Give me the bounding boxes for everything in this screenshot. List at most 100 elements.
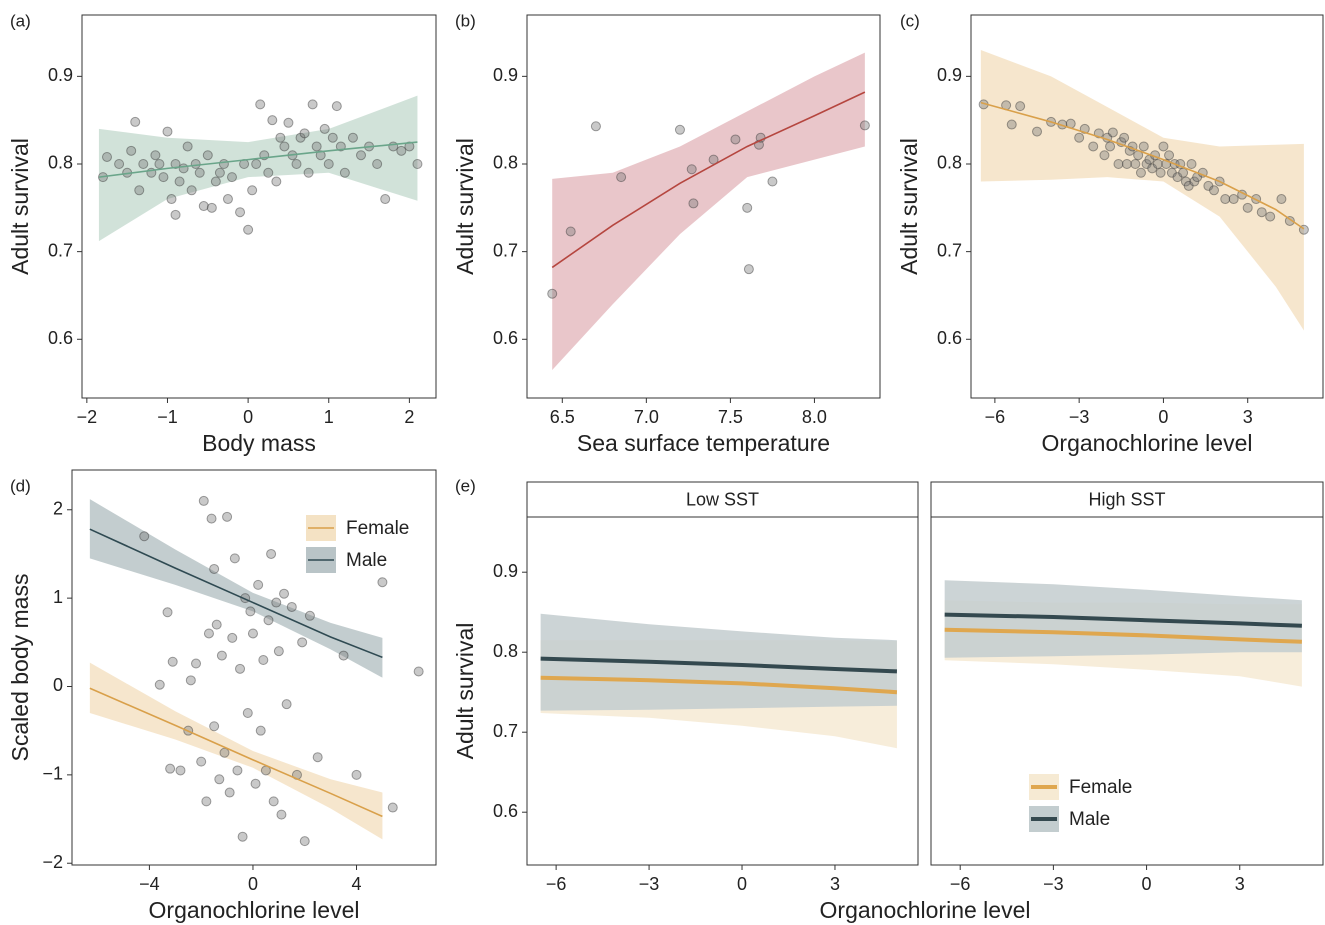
fit-line [98,141,418,178]
data-point [214,167,225,178]
data-point [279,141,290,152]
data-point [101,151,112,162]
data-point [251,158,262,169]
data-point [315,150,326,161]
data-point [186,185,197,196]
data-point [268,796,279,807]
data-point [1135,167,1146,178]
y-axis-label: Adult survival [452,623,478,760]
y-tick-label: 0.7 [937,240,962,260]
data-point [206,202,217,213]
panel-label: (e) [455,476,476,495]
data-point [547,288,558,299]
data-point [166,194,177,205]
data-point [182,141,193,152]
data-point [307,99,318,110]
data-point [1147,163,1158,174]
data-point [1099,150,1110,161]
y-tick-label: 0.7 [493,721,518,741]
data-point [1265,211,1276,222]
data-point [299,836,310,847]
plot-frame [970,14,1324,399]
x-tick-label: −2 [77,407,98,427]
y-axis-label: Scaled body mass [7,574,33,762]
data-point [250,778,261,789]
data-point [167,656,178,667]
x-tick-label: −6 [546,874,567,894]
data-point [170,209,181,220]
legend-label: Female [346,518,409,539]
fit-line [89,687,383,818]
data-point [674,124,685,135]
y-tick-label: 0.6 [48,328,73,348]
fit-line [89,528,383,659]
data-point [1209,185,1220,196]
data-point [388,141,399,152]
y-tick-label: 0.8 [48,153,73,173]
data-point [227,632,238,643]
data-point [263,167,274,178]
data-point [327,132,338,143]
x-tick-label: 0 [737,874,747,894]
x-tick-label: 3 [830,874,840,894]
data-point [356,150,367,161]
data-point [229,553,240,564]
data-point [767,176,778,187]
data-point [299,128,310,139]
data-point [114,158,125,169]
data-point [1006,119,1017,130]
data-point [297,637,308,648]
data-point [565,226,576,237]
data-point [224,787,235,798]
x-tick-label: 0 [1158,407,1168,427]
data-point [1158,141,1169,152]
data-point [1228,194,1239,205]
data-point [291,158,302,169]
fit-line [551,91,866,269]
data-point [154,679,165,690]
facet-title: High SST [1088,489,1165,509]
y-tick-label: 0.9 [493,65,518,85]
y-tick-label: 0.8 [937,153,962,173]
y-tick-label: 0.9 [48,65,73,85]
y-tick-label: 1 [53,587,63,607]
panel-label: (b) [455,11,476,30]
data-point [198,495,209,506]
data-point [311,141,322,152]
data-point [216,650,227,661]
y-tick-label: 0.6 [493,328,518,348]
data-point [1180,176,1191,187]
data-point [1141,158,1152,169]
confidence-band [552,52,865,370]
data-point [185,675,196,686]
data-point [263,615,274,626]
data-point [331,101,342,112]
panel-label: (d) [10,476,31,495]
facet-title: Low SST [686,489,759,509]
data-point [247,185,258,196]
data-point [413,666,424,677]
x-tick-label: −3 [1069,407,1090,427]
plot-frame [930,516,1324,866]
data-point [1256,207,1267,218]
data-point [150,150,161,161]
data-point [312,752,323,763]
data-point [1130,158,1141,169]
data-point [134,185,145,196]
data-point [304,610,315,621]
data-point [271,176,282,187]
data-point [206,513,217,524]
data-point [1152,158,1163,169]
data-point [202,150,213,161]
y-tick-label: 0.6 [937,328,962,348]
data-point [209,563,220,574]
data-point [1032,126,1043,137]
y-tick-label: 0.8 [493,641,518,661]
data-point [283,117,294,128]
data-point [372,158,383,169]
data-point [201,796,212,807]
data-point [1121,158,1132,169]
data-point [859,120,870,131]
data-point [1107,127,1118,138]
